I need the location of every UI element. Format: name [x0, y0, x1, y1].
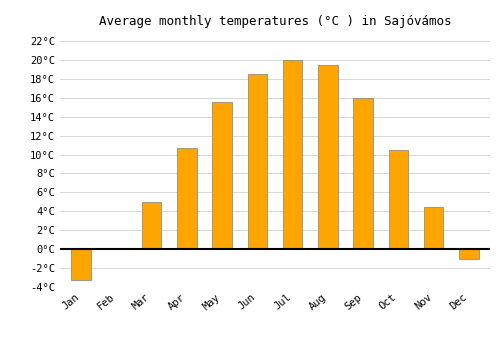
Bar — [388, 150, 408, 249]
Title: Average monthly temperatures (°C ) in Sajóvámos: Average monthly temperatures (°C ) in Sa… — [99, 15, 451, 28]
Bar — [354, 98, 373, 249]
Bar — [248, 74, 267, 249]
Bar — [318, 65, 338, 249]
Bar — [459, 249, 478, 259]
Bar — [212, 103, 232, 249]
Bar — [177, 148, 197, 249]
Bar — [72, 249, 91, 280]
Bar — [283, 60, 302, 249]
Bar — [424, 206, 444, 249]
Bar — [142, 202, 162, 249]
